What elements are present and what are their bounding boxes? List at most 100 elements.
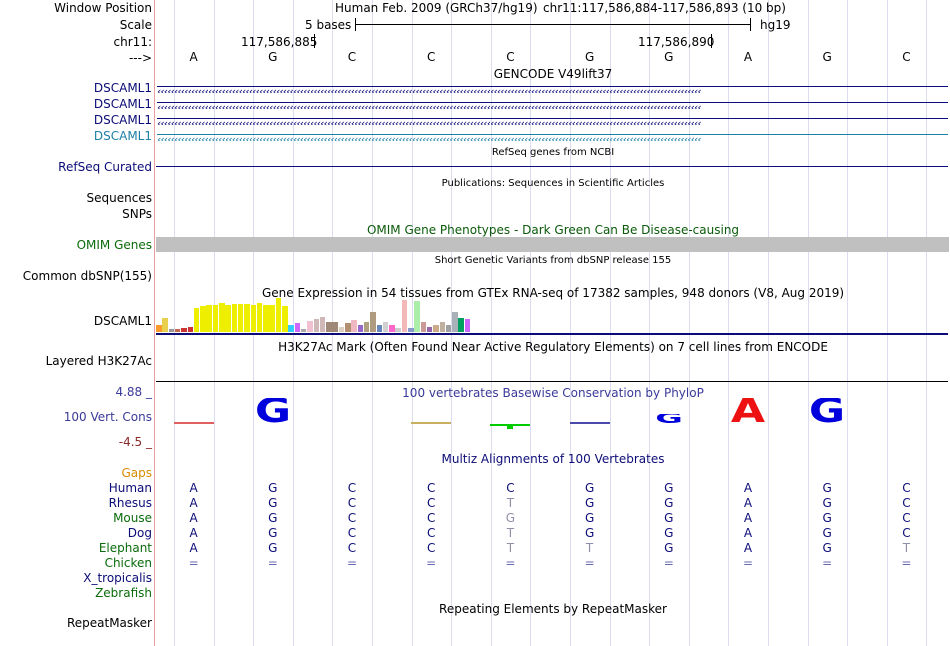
gtex-tissue-bar[interactable] [370,312,376,332]
multiz-base: G [664,481,674,495]
gencode-gene-line[interactable]: ‹‹‹‹‹‹‹‹‹‹‹‹‹‹‹‹‹‹‹‹‹‹‹‹‹‹‹‹‹‹‹‹‹‹‹‹‹‹‹‹… [157,102,948,109]
gridline [926,0,928,646]
gtex-tissue-bar[interactable] [263,305,269,332]
gtex-tissue-bar[interactable] [200,306,206,332]
h3k27ac-track-title[interactable]: H3K27Ac Mark (Often Found Near Active Re… [278,340,828,354]
gtex-tissue-bar[interactable] [307,321,313,332]
multiz-species-label[interactable]: Mouse [113,511,152,525]
multiz-track-title[interactable]: Multiz Alignments of 100 Vertebrates [441,452,665,466]
repeatmasker-track-title[interactable]: Repeating Elements by RepeatMasker [439,602,667,616]
gencode-gene-line[interactable]: ‹‹‹‹‹‹‹‹‹‹‹‹‹‹‹‹‹‹‹‹‹‹‹‹‹‹‹‹‹‹‹‹‹‹‹‹‹‹‹‹… [157,86,948,93]
gtex-tissue-bar[interactable] [452,312,458,332]
gencode-track-title[interactable]: GENCODE V49lift37 [493,67,613,81]
publications-track-title[interactable]: Publications: Sequences in Scientific Ar… [441,178,665,189]
dbsnp-track-title[interactable]: Short Genetic Variants from dbSNP releas… [434,255,672,266]
multiz-base: A [189,541,198,555]
gtex-tissue-bar[interactable] [288,325,294,332]
gtex-tissue-bar[interactable] [338,327,345,332]
phylop-track-title[interactable]: 100 vertebrates Basewise Conservation by… [402,386,704,400]
gtex-tissue-bar[interactable] [382,322,389,332]
gtex-tissue-bar[interactable] [193,308,200,332]
publications-sequences-label[interactable]: Sequences [86,191,152,205]
gtex-tissue-bar[interactable] [376,325,383,332]
gtex-tissue-bar[interactable] [237,304,244,332]
gtex-tissue-bar[interactable] [420,322,427,332]
gtex-tissue-bar[interactable] [282,306,288,332]
repeatmasker-label[interactable]: RepeatMasker [66,616,152,630]
gtex-tissue-bar[interactable] [351,320,357,332]
gtex-tissue-bar[interactable] [426,327,433,332]
gencode-gene-line[interactable]: ‹‹‹‹‹‹‹‹‹‹‹‹‹‹‹‹‹‹‹‹‹‹‹‹‹‹‹‹‹‹‹‹‹‹‹‹‹‹‹‹… [157,134,948,141]
scale-bar-right-tick [750,18,751,31]
multiz-species-label[interactable]: Chicken [104,556,152,570]
gtex-track-title[interactable]: Gene Expression in 54 tissues from GTEx … [261,286,845,300]
gtex-tissue-bar[interactable] [313,319,320,332]
gtex-tissue-bar[interactable] [332,322,338,332]
gtex-tissue-bar[interactable] [168,329,175,332]
multiz-species-label[interactable]: Human [108,481,152,495]
gtex-tissue-bar[interactable] [162,318,168,332]
gtex-tissue-bar[interactable] [363,322,370,332]
gtex-tissue-bar[interactable] [244,304,250,332]
gtex-tissue-bar[interactable] [464,319,471,332]
gtex-tissue-bar[interactable] [212,305,219,332]
gtex-tissue-bar[interactable] [225,305,231,332]
gtex-tissue-bar[interactable] [433,325,439,332]
gtex-tissue-bar[interactable] [326,322,332,332]
gencode-gene-line[interactable]: ‹‹‹‹‹‹‹‹‹‹‹‹‹‹‹‹‹‹‹‹‹‹‹‹‹‹‹‹‹‹‹‹‹‹‹‹‹‹‹‹… [157,118,948,125]
phylop-label[interactable]: 100 Vert. Cons [63,410,152,424]
position-text[interactable]: chr11:117,586,884-117,586,893 (10 bp) [543,1,786,15]
gtex-tissue-bar[interactable] [401,300,408,332]
gtex-tissue-bar[interactable] [408,328,414,332]
gtex-tissue-bar[interactable] [231,304,238,332]
gtex-tissue-bar[interactable] [458,318,464,332]
multiz-base: C [902,526,911,540]
gtex-bar-chart[interactable] [156,298,536,333]
gtex-tissue-bar[interactable] [256,303,263,332]
omim-label[interactable]: OMIM Genes [76,238,152,252]
multiz-base: C [506,481,515,495]
gencode-gene-label[interactable]: DSCAML1 [93,97,152,111]
gtex-tissue-bar[interactable] [357,325,364,332]
multiz-species-label[interactable]: Dog [127,526,152,540]
h3k27ac-label[interactable]: Layered H3K27Ac [45,354,152,368]
gtex-tissue-bar[interactable] [395,328,401,332]
gtex-tissue-bar[interactable] [275,298,282,332]
gtex-tissue-bar[interactable] [319,317,326,332]
publications-snps-label[interactable]: SNPs [122,207,152,221]
gtex-tissue-bar[interactable] [187,327,194,332]
gencode-gene-label[interactable]: DSCAML1 [93,129,152,143]
dbsnp-label[interactable]: Common dbSNP(155) [22,269,152,283]
gencode-gene-label[interactable]: DSCAML1 [93,113,152,127]
refseq-gene-line[interactable] [156,166,948,167]
gtex-tissue-bar[interactable] [439,322,446,332]
multiz-species-label[interactable]: X_tropicalis [83,571,152,585]
multiz-base: C [902,511,911,525]
gtex-tissue-bar[interactable] [389,325,395,332]
gtex-tissue-bar[interactable] [294,323,301,332]
omim-gene-bar[interactable] [156,237,949,252]
multiz-species-label[interactable]: Rhesus [108,496,152,510]
gtex-tissue-bar[interactable] [219,303,225,332]
gtex-tissue-bar[interactable] [206,305,212,332]
multiz-base: C [902,481,911,495]
multiz-species-label[interactable]: Elephant [98,541,152,555]
gtex-tissue-bar[interactable] [181,328,187,332]
gtex-tissue-bar[interactable] [156,325,162,332]
multiz-base: A [189,496,198,510]
gtex-tissue-bar[interactable] [174,329,181,332]
gtex-tissue-bar[interactable] [300,329,307,332]
multiz-species-label[interactable]: Zebrafish [95,586,152,600]
refseq-label[interactable]: RefSeq Curated [58,160,152,174]
gtex-tissue-bar[interactable] [269,305,275,332]
gtex-tissue-bar[interactable] [345,323,351,332]
gtex-tissue-bar[interactable] [250,305,257,332]
multiz-base: T [506,541,515,555]
gtex-tissue-bar[interactable] [445,325,452,332]
refseq-track-title[interactable]: RefSeq genes from NCBI [491,147,615,158]
label-column-divider [154,0,155,646]
gencode-gene-label[interactable]: DSCAML1 [93,81,152,95]
omim-track-title[interactable]: OMIM Gene Phenotypes - Dark Green Can Be… [366,223,740,237]
gtex-tissue-bar[interactable] [414,301,420,332]
gtex-label[interactable]: DSCAML1 [93,314,152,328]
